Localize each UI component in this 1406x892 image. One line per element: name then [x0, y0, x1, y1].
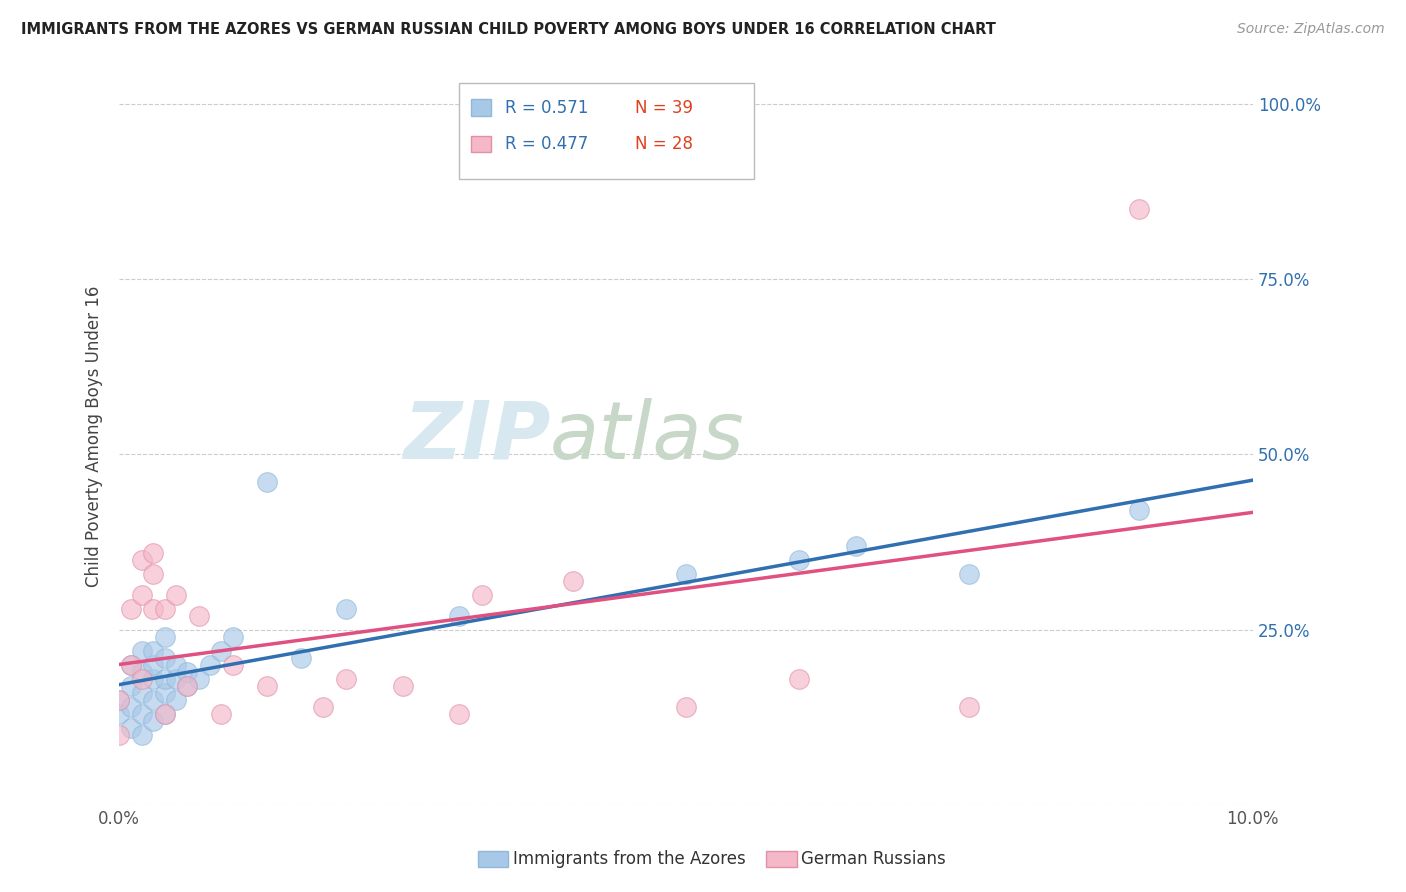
- Text: German Russians: German Russians: [801, 850, 946, 868]
- Point: [108, 693, 131, 707]
- Point: [256, 475, 278, 490]
- Point: [335, 672, 357, 686]
- Y-axis label: Child Poverty Among Boys Under 16: Child Poverty Among Boys Under 16: [86, 286, 103, 588]
- Point: [131, 588, 153, 602]
- Point: [176, 679, 198, 693]
- Point: [187, 672, 209, 686]
- Point: [142, 601, 165, 615]
- Point: [1128, 202, 1150, 216]
- Point: [120, 699, 142, 714]
- Text: R = 0.477: R = 0.477: [505, 136, 588, 153]
- Point: [153, 672, 176, 686]
- Point: [131, 672, 153, 686]
- Point: [1128, 503, 1150, 517]
- Bar: [471, 136, 491, 153]
- Point: [142, 657, 165, 672]
- Text: atlas: atlas: [550, 398, 745, 475]
- Point: [198, 657, 221, 672]
- Text: N = 39: N = 39: [636, 98, 693, 117]
- Point: [675, 566, 697, 581]
- Bar: [471, 99, 491, 116]
- Point: [165, 588, 187, 602]
- Point: [120, 657, 142, 672]
- Point: [187, 608, 209, 623]
- Point: [120, 601, 142, 615]
- Point: [108, 706, 131, 721]
- Point: [153, 630, 176, 644]
- Point: [959, 699, 981, 714]
- Point: [153, 706, 176, 721]
- Point: [153, 601, 176, 615]
- Point: [142, 693, 165, 707]
- Text: ZIP: ZIP: [402, 398, 550, 475]
- Point: [165, 657, 187, 672]
- Point: [131, 644, 153, 658]
- Point: [959, 566, 981, 581]
- Point: [256, 679, 278, 693]
- Point: [335, 601, 357, 615]
- Point: [449, 706, 471, 721]
- Point: [120, 679, 142, 693]
- Point: [131, 552, 153, 566]
- Point: [209, 706, 232, 721]
- Point: [312, 699, 335, 714]
- Point: [449, 608, 471, 623]
- Point: [789, 552, 811, 566]
- Point: [176, 679, 198, 693]
- Point: [471, 588, 494, 602]
- Point: [221, 657, 243, 672]
- Point: [120, 721, 142, 735]
- Point: [789, 672, 811, 686]
- Point: [391, 679, 413, 693]
- Point: [142, 566, 165, 581]
- Point: [675, 699, 697, 714]
- Point: [561, 574, 583, 588]
- Point: [221, 630, 243, 644]
- Text: Immigrants from the Azores: Immigrants from the Azores: [513, 850, 747, 868]
- Text: N = 28: N = 28: [636, 136, 693, 153]
- Point: [108, 728, 131, 742]
- Text: Source: ZipAtlas.com: Source: ZipAtlas.com: [1237, 22, 1385, 37]
- Point: [165, 693, 187, 707]
- Point: [176, 665, 198, 679]
- Point: [142, 644, 165, 658]
- Point: [108, 693, 131, 707]
- Point: [131, 686, 153, 700]
- Point: [845, 539, 868, 553]
- Point: [153, 650, 176, 665]
- Bar: [460, 83, 754, 179]
- Point: [165, 672, 187, 686]
- Point: [131, 728, 153, 742]
- Point: [120, 657, 142, 672]
- Point: [131, 665, 153, 679]
- Text: R = 0.571: R = 0.571: [505, 98, 588, 117]
- Point: [153, 706, 176, 721]
- Point: [131, 706, 153, 721]
- Point: [290, 650, 312, 665]
- Point: [153, 686, 176, 700]
- Point: [209, 644, 232, 658]
- Text: IMMIGRANTS FROM THE AZORES VS GERMAN RUSSIAN CHILD POVERTY AMONG BOYS UNDER 16 C: IMMIGRANTS FROM THE AZORES VS GERMAN RUS…: [21, 22, 995, 37]
- Point: [142, 714, 165, 728]
- Point: [142, 545, 165, 559]
- Point: [142, 672, 165, 686]
